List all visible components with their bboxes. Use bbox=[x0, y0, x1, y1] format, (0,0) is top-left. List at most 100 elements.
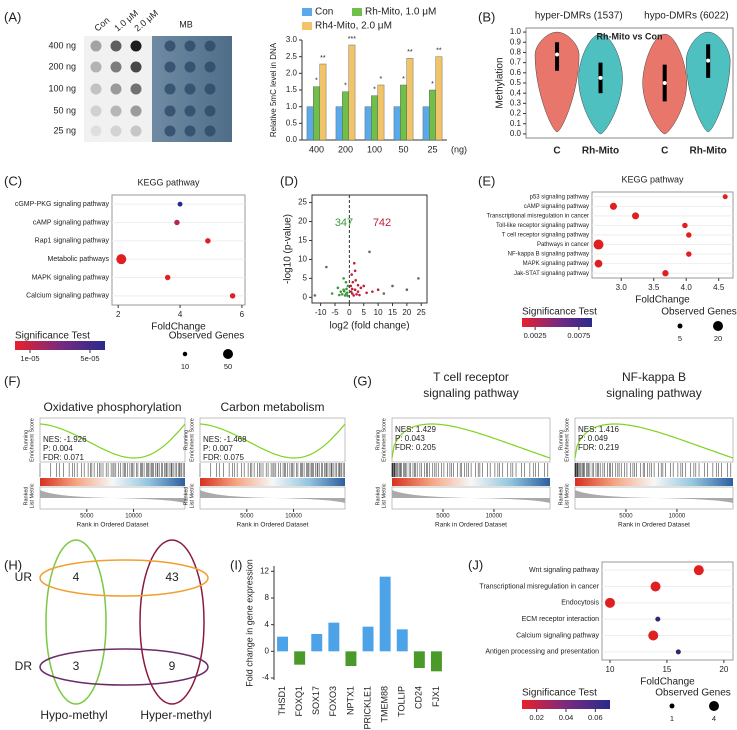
significance: * bbox=[344, 83, 347, 90]
blot-dot bbox=[90, 105, 102, 117]
y-axis-label: -log10 (p-value) bbox=[283, 214, 294, 284]
bar bbox=[377, 84, 385, 141]
x-tick-label: FJX1 bbox=[431, 686, 441, 707]
y-tick-label: 20 bbox=[298, 217, 307, 226]
significance: * bbox=[380, 76, 383, 83]
y-tick-label: -4 bbox=[262, 673, 270, 682]
panel-label: (E) bbox=[478, 173, 495, 188]
group-title: hyper-DMRs (1537) bbox=[535, 11, 623, 22]
chart-title: KEGG pathway bbox=[137, 177, 200, 187]
size-key bbox=[677, 323, 683, 329]
color-tick-label: 0.02 bbox=[529, 713, 544, 722]
x-tick-label: 10000 bbox=[285, 514, 302, 520]
y-tick-label: Jak-STAT signaling pathway bbox=[514, 271, 589, 277]
mb-dot bbox=[204, 125, 216, 137]
y-tick-label: 3.0 bbox=[286, 35, 298, 44]
point bbox=[346, 284, 350, 288]
point bbox=[343, 294, 347, 297]
point bbox=[356, 290, 360, 293]
bar bbox=[311, 634, 323, 652]
point bbox=[345, 287, 348, 291]
x-tick-label: 4.0 bbox=[681, 283, 693, 292]
gsea-es-frame bbox=[199, 417, 346, 463]
point bbox=[350, 287, 354, 291]
gsea-stat: NES: 1.429 bbox=[395, 425, 436, 434]
y-axis-label: Ranked bbox=[23, 487, 29, 506]
y-tick-label: 0 bbox=[303, 292, 308, 301]
y-axis-label: Running bbox=[375, 430, 381, 451]
venn-ur bbox=[39, 559, 209, 597]
point bbox=[349, 290, 353, 293]
blot-dot bbox=[90, 40, 102, 52]
color-tick-label: 0.04 bbox=[559, 713, 574, 722]
gsea-stat: NES: 1.416 bbox=[578, 425, 619, 434]
panel-label: (B) bbox=[478, 9, 495, 24]
gsea-metric bbox=[575, 490, 733, 503]
plot-frame bbox=[601, 561, 734, 661]
x-tick-label: 0 bbox=[347, 308, 352, 317]
point bbox=[350, 273, 353, 276]
y-tick-label: 0.9 bbox=[510, 37, 522, 46]
y-tick-label: Pathways in cancer bbox=[537, 242, 589, 248]
legend-label: Rh-Mito, 1.0 μM bbox=[365, 7, 436, 18]
violin-median bbox=[706, 58, 711, 63]
color-tick-label: 0.0075 bbox=[567, 331, 590, 340]
dot bbox=[205, 238, 211, 244]
color-bar bbox=[522, 700, 610, 709]
legend-label: Con bbox=[315, 7, 333, 18]
y-tick-label: Endocytosis bbox=[561, 600, 599, 607]
gsea-title: T cell receptor bbox=[433, 370, 509, 384]
point bbox=[359, 286, 363, 290]
point bbox=[353, 288, 357, 292]
y-tick-label: 1.0 bbox=[510, 27, 522, 36]
point bbox=[368, 250, 371, 254]
x-tick-label: 200 bbox=[338, 144, 353, 154]
y-axis-label: Ranked bbox=[558, 487, 564, 506]
significance: * bbox=[402, 76, 405, 83]
significance: *** bbox=[348, 36, 356, 43]
significance: ** bbox=[320, 55, 326, 62]
dot bbox=[594, 259, 603, 268]
plot-frame bbox=[111, 194, 246, 306]
gsea-stat: FDR: 0.071 bbox=[43, 453, 84, 462]
bar bbox=[400, 84, 407, 141]
y-tick-label: 12 bbox=[260, 566, 269, 575]
x-axis-label: log2 (fold change) bbox=[329, 321, 409, 332]
mb-dot bbox=[164, 125, 176, 137]
y-tick-label: 0.0 bbox=[510, 129, 522, 138]
panel-label: (I) bbox=[230, 557, 242, 572]
x-tick-label: 2 bbox=[116, 310, 121, 319]
point bbox=[417, 277, 420, 280]
point bbox=[344, 280, 348, 284]
x-axis-label: Rank in Ordered Dataset bbox=[237, 522, 309, 529]
y-tick-label: Calcium signaling pathway bbox=[26, 293, 109, 300]
dot bbox=[650, 581, 661, 592]
bar bbox=[422, 106, 430, 141]
gsea-stat: P: 0.004 bbox=[43, 444, 73, 453]
y-tick-label: 0.5 bbox=[286, 118, 298, 127]
x-tick-label: 10000 bbox=[125, 514, 142, 520]
subtitle: Rh-Mito vs Con bbox=[597, 31, 663, 41]
x-tick-label: 3.5 bbox=[648, 283, 660, 292]
count-label: 347 bbox=[335, 217, 353, 229]
legend-title: Observed Genes bbox=[661, 307, 737, 318]
venn-count: 9 bbox=[169, 659, 176, 673]
x-axis-label: FoldChange bbox=[635, 295, 690, 306]
venn-set-label: Hypo-methyl bbox=[40, 708, 107, 722]
point bbox=[358, 293, 361, 297]
point bbox=[371, 290, 374, 293]
gsea-curve bbox=[199, 423, 346, 459]
venn-row-label: DR bbox=[15, 659, 33, 673]
blot-dot bbox=[110, 40, 122, 52]
bar bbox=[362, 626, 374, 652]
size-key bbox=[709, 701, 719, 711]
legend-label: Rh4-Mito, 2.0 μM bbox=[315, 21, 392, 32]
plot-frame bbox=[311, 194, 428, 304]
bar bbox=[335, 106, 343, 141]
x-tick-label: 5000 bbox=[240, 514, 254, 520]
y-tick-label: 0.0 bbox=[286, 135, 298, 144]
bar bbox=[277, 636, 289, 652]
blot-row-label: 200 ng bbox=[48, 61, 76, 71]
y-axis-label: List Metric bbox=[189, 483, 195, 508]
gsea-metric bbox=[392, 490, 550, 503]
